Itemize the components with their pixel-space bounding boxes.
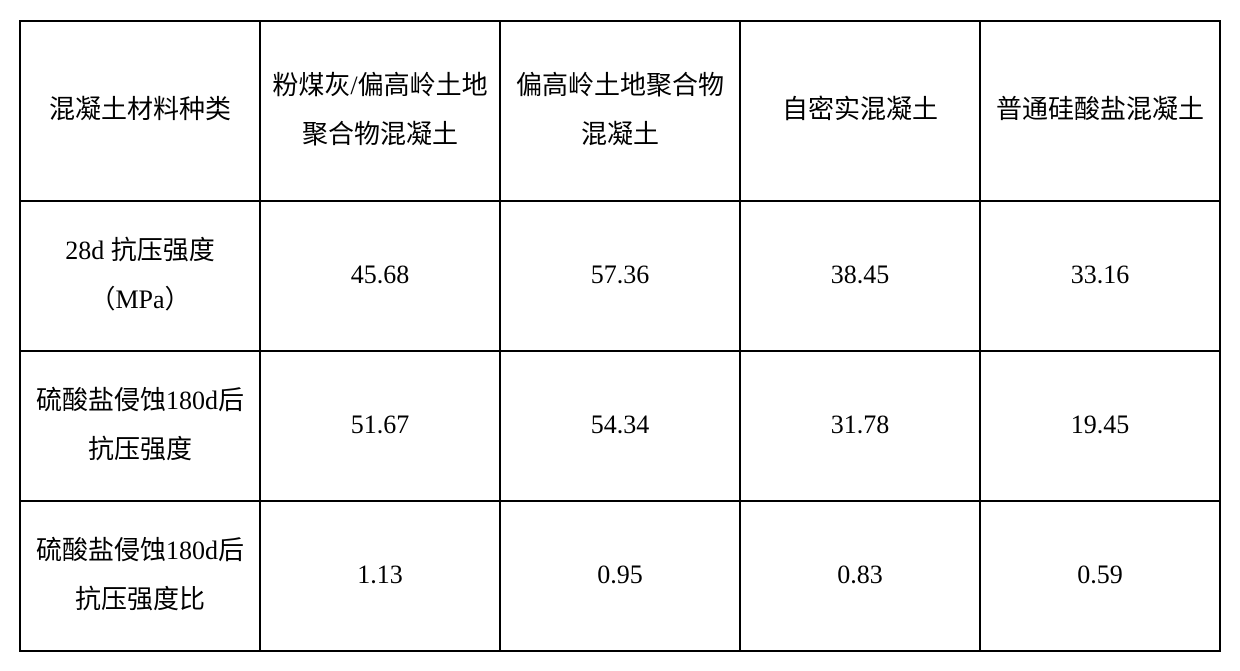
cell-value: 0.83 (740, 501, 980, 651)
cell-value: 19.45 (980, 351, 1220, 501)
concrete-properties-table: 混凝土材料种类 粉煤灰/偏高岭土地聚合物混凝土 偏高岭土地聚合物混凝土 自密实混… (19, 20, 1221, 652)
header-cell-self-compacting: 自密实混凝土 (740, 21, 980, 201)
cell-value: 54.34 (500, 351, 740, 501)
table-header-row: 混凝土材料种类 粉煤灰/偏高岭土地聚合物混凝土 偏高岭土地聚合物混凝土 自密实混… (20, 21, 1220, 201)
cell-value: 33.16 (980, 201, 1220, 351)
cell-value: 0.59 (980, 501, 1220, 651)
cell-value: 57.36 (500, 201, 740, 351)
cell-value: 45.68 (260, 201, 500, 351)
table-row: 28d 抗压强度（MPa） 45.68 57.36 38.45 33.16 (20, 201, 1220, 351)
cell-value: 38.45 (740, 201, 980, 351)
header-cell-material-type: 混凝土材料种类 (20, 21, 260, 201)
cell-value: 51.67 (260, 351, 500, 501)
row-label-sulfate-180d-strength: 硫酸盐侵蚀180d后抗压强度 (20, 351, 260, 501)
table-row: 硫酸盐侵蚀180d后抗压强度比 1.13 0.95 0.83 0.59 (20, 501, 1220, 651)
header-cell-portland: 普通硅酸盐混凝土 (980, 21, 1220, 201)
row-label-28d-strength: 28d 抗压强度（MPa） (20, 201, 260, 351)
row-label-sulfate-180d-ratio: 硫酸盐侵蚀180d后抗压强度比 (20, 501, 260, 651)
table-row: 硫酸盐侵蚀180d后抗压强度 51.67 54.34 31.78 19.45 (20, 351, 1220, 501)
cell-value: 31.78 (740, 351, 980, 501)
cell-value: 1.13 (260, 501, 500, 651)
header-cell-flyash-metakaolin: 粉煤灰/偏高岭土地聚合物混凝土 (260, 21, 500, 201)
header-cell-metakaolin: 偏高岭土地聚合物混凝土 (500, 21, 740, 201)
cell-value: 0.95 (500, 501, 740, 651)
table-container: 混凝土材料种类 粉煤灰/偏高岭土地聚合物混凝土 偏高岭土地聚合物混凝土 自密实混… (9, 10, 1231, 662)
